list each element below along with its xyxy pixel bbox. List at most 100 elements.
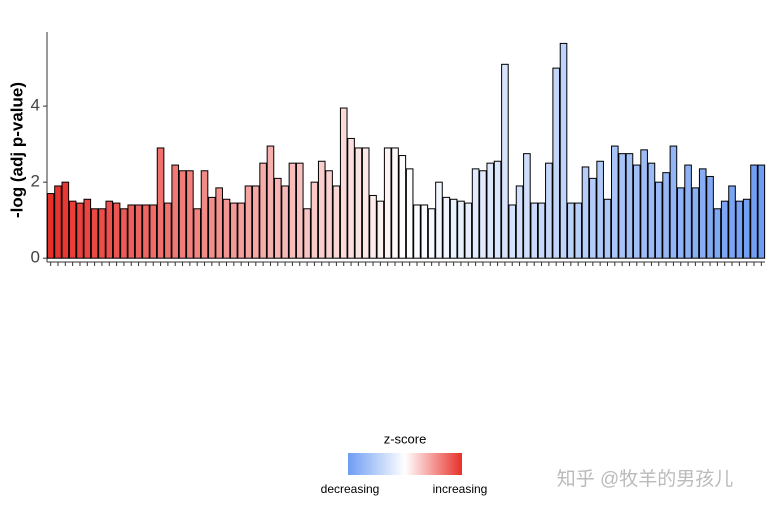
bar <box>46 193 55 259</box>
bar <box>244 185 253 259</box>
bar <box>398 155 407 259</box>
bar <box>581 166 590 259</box>
bar <box>698 168 707 259</box>
bar <box>76 202 84 259</box>
bar <box>713 208 722 259</box>
bar <box>332 185 341 259</box>
bar <box>442 196 451 259</box>
bar <box>567 202 575 259</box>
bar <box>112 202 121 259</box>
bar <box>303 208 311 259</box>
y-tick-label: 2 <box>31 172 40 191</box>
bar <box>171 164 180 259</box>
legend-title: z-score <box>384 431 427 446</box>
bar <box>90 208 99 259</box>
bar <box>230 202 238 259</box>
bar <box>742 198 751 259</box>
bar <box>640 149 648 259</box>
bar <box>515 185 524 259</box>
legend-label: increasing <box>433 482 488 496</box>
bar <box>493 160 502 259</box>
bar <box>295 162 304 259</box>
bar <box>325 170 333 259</box>
bar <box>391 147 399 259</box>
bar <box>288 162 297 259</box>
bar <box>310 181 319 259</box>
bar <box>164 202 172 259</box>
bar <box>735 200 744 259</box>
bar <box>193 208 201 259</box>
bar <box>684 164 692 259</box>
bar <box>54 185 62 259</box>
bar <box>361 147 370 259</box>
bar <box>471 168 480 259</box>
bar <box>662 172 670 259</box>
bar <box>178 170 187 259</box>
bar <box>222 198 231 259</box>
bar <box>215 187 223 259</box>
bar <box>676 187 685 259</box>
bar <box>596 160 604 259</box>
bar <box>750 164 758 259</box>
bar <box>376 200 385 259</box>
bar <box>647 162 656 259</box>
bar <box>383 147 392 259</box>
bar <box>347 137 355 259</box>
bar <box>68 200 77 259</box>
bar <box>134 204 143 259</box>
bar <box>369 194 377 259</box>
bar <box>632 164 641 259</box>
bar <box>501 63 509 259</box>
bar <box>317 160 326 259</box>
bar <box>479 170 487 259</box>
bar <box>273 177 282 259</box>
bar <box>149 204 158 259</box>
bar <box>266 145 275 259</box>
bar <box>208 196 216 259</box>
bar <box>691 187 700 259</box>
bar <box>537 202 546 259</box>
bar <box>142 204 150 259</box>
y-tick-label: 4 <box>31 96 40 115</box>
bar <box>435 181 443 259</box>
bar <box>449 198 458 259</box>
bar <box>127 204 136 259</box>
bar <box>281 185 289 259</box>
bar <box>156 147 165 259</box>
bar <box>413 204 421 259</box>
bar <box>669 145 678 259</box>
watermark: 知乎 @牧羊的男孩儿 <box>557 468 734 490</box>
bar <box>354 147 363 259</box>
bar <box>200 170 209 259</box>
bar <box>259 162 267 259</box>
bar <box>625 153 634 259</box>
bar <box>405 168 414 259</box>
bar <box>559 42 568 259</box>
bar <box>427 208 436 259</box>
y-axis-label: -log (adj p-value) <box>7 82 26 218</box>
y-tick-label: 0 <box>31 248 40 267</box>
bar <box>728 185 736 259</box>
bar <box>464 202 473 259</box>
bar <box>618 153 626 259</box>
bar <box>105 200 114 259</box>
bar <box>339 107 348 259</box>
bar <box>457 200 465 259</box>
bar <box>720 200 729 259</box>
bar <box>61 181 70 259</box>
bar <box>486 162 495 259</box>
bar <box>523 153 531 259</box>
bar <box>98 208 106 259</box>
bar <box>252 185 260 259</box>
bar <box>589 177 597 259</box>
bar <box>420 204 429 259</box>
bar <box>757 164 766 259</box>
bar <box>574 202 582 259</box>
bar <box>508 204 517 259</box>
bar <box>706 175 714 259</box>
bar <box>603 198 612 259</box>
bar <box>654 181 663 259</box>
bar <box>83 198 92 259</box>
legend-label: decreasing <box>321 482 380 496</box>
